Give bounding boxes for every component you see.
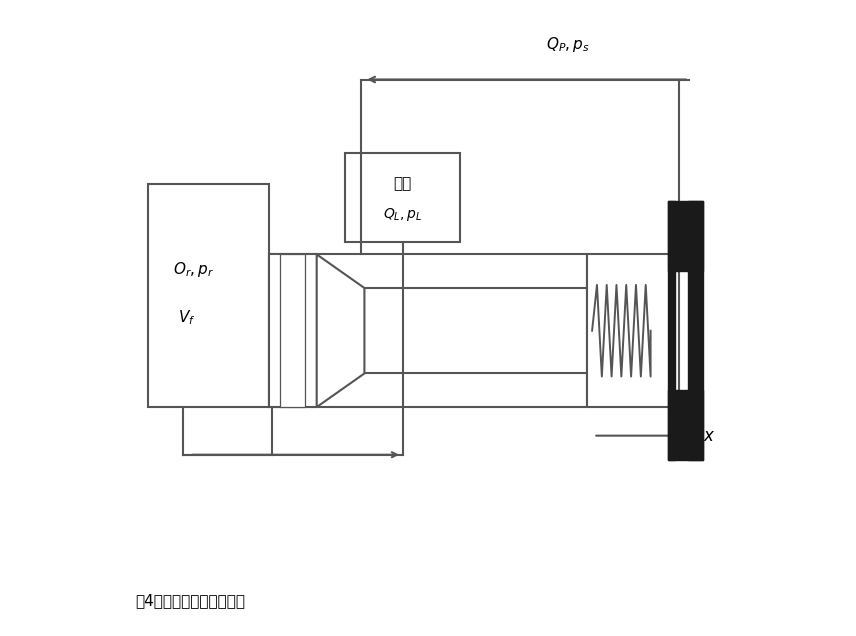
Text: $Q_P,p_s$: $Q_P,p_s$ [546,35,590,54]
Bar [345,153,460,242]
Text: $V_f$: $V_f$ [178,308,195,328]
Bar [587,254,679,407]
Polygon shape [317,254,365,407]
Bar [365,288,587,373]
Polygon shape [687,201,704,460]
Text: $x$: $x$ [704,427,716,445]
Polygon shape [669,201,704,271]
Bar [269,254,317,407]
Text: 负载: 负载 [394,176,412,191]
Bar [281,254,306,407]
Text: 图4气动减压阀结构示意图: 图4气动减压阀结构示意图 [135,593,246,609]
Text: $Q_L,p_L$: $Q_L,p_L$ [383,207,422,223]
Bar [148,184,269,407]
Polygon shape [669,201,675,460]
Polygon shape [669,391,704,460]
Bar [269,254,587,407]
Text: $O_r,p_r$: $O_r,p_r$ [174,259,215,279]
